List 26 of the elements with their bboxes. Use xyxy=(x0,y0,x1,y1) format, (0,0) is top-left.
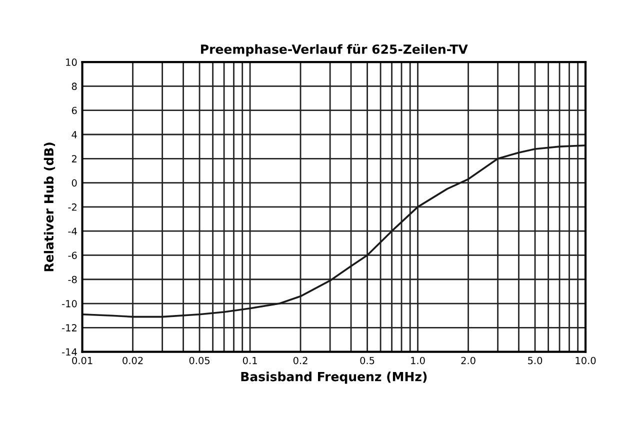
y-tick-label: -10 xyxy=(62,300,77,308)
x-tick-label: 0.5 xyxy=(360,356,374,364)
y-tick-label: -12 xyxy=(62,324,76,332)
y-tick-label: -6 xyxy=(68,252,77,260)
chart-title: Preemphase-Verlauf für 625-Zeilen-TV xyxy=(201,44,468,56)
y-tick-label: -8 xyxy=(68,276,77,284)
y-tick-label: 10 xyxy=(66,58,77,66)
y-tick-label: -14 xyxy=(62,348,77,356)
y-tick-label: 2 xyxy=(72,155,76,162)
x-tick-label: 2.0 xyxy=(461,356,476,364)
y-tick-label: 8 xyxy=(72,82,77,90)
x-tick-label: 0.01 xyxy=(72,356,92,364)
x-tick-label: 0.1 xyxy=(242,356,257,364)
y-tick-label: -4 xyxy=(68,228,77,235)
x-tick-label: 10.0 xyxy=(576,356,596,364)
y-tick-label: 0 xyxy=(72,179,77,187)
y-tick-label: 4 xyxy=(72,131,77,138)
x-tick-label: 5.0 xyxy=(528,356,542,364)
x-tick-label: 0.05 xyxy=(189,356,210,364)
y-tick-label: 6 xyxy=(72,106,77,114)
x-tick-label: 0.2 xyxy=(293,356,308,364)
x-tick-label: 0.02 xyxy=(122,356,143,364)
y-axis-title: Relativer Hub (dB) xyxy=(44,142,56,272)
y-tick-label: -2 xyxy=(68,203,76,211)
x-axis-title: Basisband Frequenz (MHz) xyxy=(241,372,427,384)
x-tick-label: 1.0 xyxy=(411,356,425,364)
